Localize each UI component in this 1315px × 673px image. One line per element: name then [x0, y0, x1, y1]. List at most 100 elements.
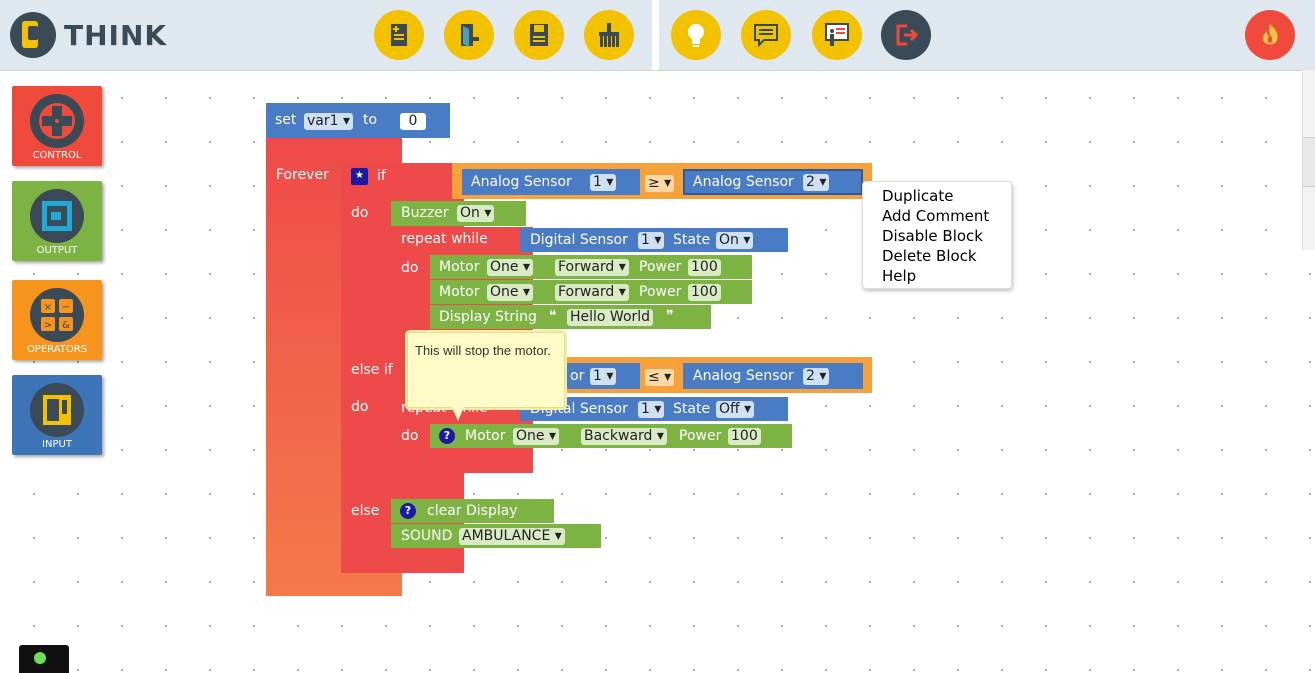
category-control[interactable]: CONTROL [12, 86, 102, 166]
open-file-button[interactable] [444, 10, 494, 60]
motor-label: Motor [439, 259, 480, 275]
sound-dropdown[interactable]: AMBULANCE ▾ [459, 528, 565, 545]
to-label: to [363, 112, 378, 128]
motor-select-dropdown[interactable]: One ▾ [487, 284, 533, 301]
power-label: Power [639, 259, 682, 275]
do-label: do [351, 205, 369, 221]
analog-sensor-block[interactable]: Analog Sensor 2 ▾ [683, 363, 863, 389]
motor-select-dropdown[interactable]: One ▾ [513, 428, 559, 445]
string-input[interactable]: Hello World [567, 309, 654, 326]
power-input[interactable]: 100 [688, 259, 721, 276]
compare-block[interactable]: Analog Sensor 1 ▾ ≥ ▾ Analog Sensor 2 ▾ [452, 163, 872, 199]
menu-item-add-comment[interactable]: Add Comment [882, 207, 990, 225]
open-quote-icon: ❝ [549, 308, 557, 324]
state-label: State [673, 232, 711, 248]
sensor-port-dropdown[interactable]: 1 ▾ [590, 174, 617, 191]
motor-block[interactable]: ? Motor One ▾ Backward ▾ Power 100 [430, 424, 792, 448]
buzzer-block[interactable]: Buzzer On ▾ [391, 201, 526, 226]
scrollbar-thumb[interactable] [1303, 137, 1315, 187]
svg-text:−: − [62, 302, 70, 313]
digital-sensor-label: Digital Sensor [530, 232, 628, 248]
motor-select-dropdown[interactable]: One ▾ [487, 259, 533, 276]
close-quote-icon: ❞ [666, 308, 674, 324]
analog-sensor-label: Analog Sensor [693, 174, 794, 190]
else-label: else [351, 503, 380, 519]
sound-block[interactable]: SOUND AMBULANCE ▾ [391, 524, 601, 548]
motor-block[interactable]: Motor One ▾ Forward ▾ Power 100 [430, 255, 752, 279]
menu-item-duplicate[interactable]: Duplicate [882, 187, 954, 205]
value-input[interactable]: 0 [400, 113, 426, 130]
clear-display-label: clear Display [427, 503, 518, 519]
menu-item-disable-block[interactable]: Disable Block [882, 227, 983, 245]
display-string-block[interactable]: Display String ❝ Hello World ❞ [430, 305, 711, 329]
forever-label: Forever [276, 167, 329, 183]
logo-text: THINK [64, 18, 168, 52]
bulb-icon [688, 24, 704, 47]
category-label: CONTROL [32, 150, 82, 161]
operators-icon: × − > & [30, 288, 84, 342]
status-indicator-icon [34, 652, 46, 664]
presentation-button[interactable] [812, 10, 862, 60]
new-file-icon [391, 24, 407, 46]
star-mutator-icon[interactable]: ★ [351, 168, 368, 185]
category-operators[interactable]: × − > & OPERATORS [12, 280, 102, 360]
hint-button[interactable] [671, 10, 721, 60]
if-label: if [377, 168, 386, 184]
direction-dropdown[interactable]: Forward ▾ [555, 284, 629, 301]
operator-dropdown[interactable]: ≤ ▾ [645, 369, 675, 386]
category-output[interactable]: OUTPUT [12, 181, 102, 261]
presentation-icon [825, 23, 849, 46]
power-input[interactable]: 100 [688, 284, 721, 301]
motor-block[interactable]: Motor One ▾ Forward ▾ Power 100 [430, 280, 752, 304]
analog-sensor-label: Analog Sensor [693, 368, 794, 384]
state-dropdown[interactable]: On ▾ [716, 232, 754, 249]
do-label: do [401, 428, 419, 444]
toolbar-header: THINK [0, 0, 1315, 70]
logout-button[interactable] [881, 10, 931, 60]
menu-item-delete-block[interactable]: Delete Block [882, 247, 977, 265]
output-device-icon [30, 189, 84, 243]
clear-workspace-button[interactable] [584, 10, 634, 60]
set-variable-block[interactable]: set var1 ▾ to 0 [266, 103, 450, 138]
sensor-port-dropdown[interactable]: 2 ▾ [803, 174, 830, 191]
save-file-icon [530, 24, 548, 46]
menu-item-help[interactable]: Help [882, 267, 917, 285]
analog-sensor-label: Analog Sensor [471, 174, 572, 190]
operator-dropdown[interactable]: ≥ ▾ [645, 175, 675, 192]
profile-button[interactable] [1245, 10, 1295, 60]
input-device-icon [30, 383, 84, 437]
clear-workspace-icon [599, 23, 619, 47]
analog-sensor-block[interactable]: Analog Sensor 2 ▾ [683, 169, 863, 195]
new-file-button[interactable] [374, 10, 424, 60]
variable-dropdown[interactable]: var1 ▾ [304, 113, 354, 130]
svg-text:×: × [44, 302, 52, 313]
state-dropdown[interactable]: Off ▾ [716, 401, 755, 418]
analog-sensor-label: or [570, 368, 585, 384]
sensor-port-dropdown[interactable]: 1 ▾ [638, 232, 665, 249]
help-icon[interactable]: ? [400, 503, 416, 519]
sensor-port-dropdown[interactable]: 1 ▾ [590, 368, 617, 385]
direction-dropdown[interactable]: Backward ▾ [581, 428, 667, 445]
app-logo: THINK [10, 12, 167, 58]
clear-display-block[interactable]: ? clear Display [391, 499, 554, 523]
elseif-label: else if [351, 362, 393, 378]
sensor-port-dropdown[interactable]: 2 ▾ [803, 368, 830, 385]
logo-icon [10, 12, 56, 58]
motor-label: Motor [439, 284, 480, 300]
buzzer-state-dropdown[interactable]: On ▾ [457, 205, 495, 222]
analog-sensor-block[interactable]: Analog Sensor 1 ▾ [462, 169, 640, 195]
buzzer-label: Buzzer [401, 205, 449, 221]
svg-text:&: & [62, 320, 70, 331]
category-label: OPERATORS [26, 344, 88, 355]
save-file-button[interactable] [514, 10, 564, 60]
dpad-icon [30, 94, 84, 148]
category-input[interactable]: INPUT [12, 375, 102, 455]
digital-sensor-block[interactable]: Digital Sensor 1 ▾ State On ▾ [520, 228, 788, 252]
chat-button[interactable] [741, 10, 791, 60]
open-file-icon [461, 24, 479, 47]
power-label: Power [679, 428, 722, 444]
direction-dropdown[interactable]: Forward ▾ [555, 259, 629, 276]
power-input[interactable]: 100 [728, 428, 761, 445]
help-icon[interactable]: ? [439, 428, 455, 444]
sensor-port-dropdown[interactable]: 1 ▾ [638, 401, 665, 418]
